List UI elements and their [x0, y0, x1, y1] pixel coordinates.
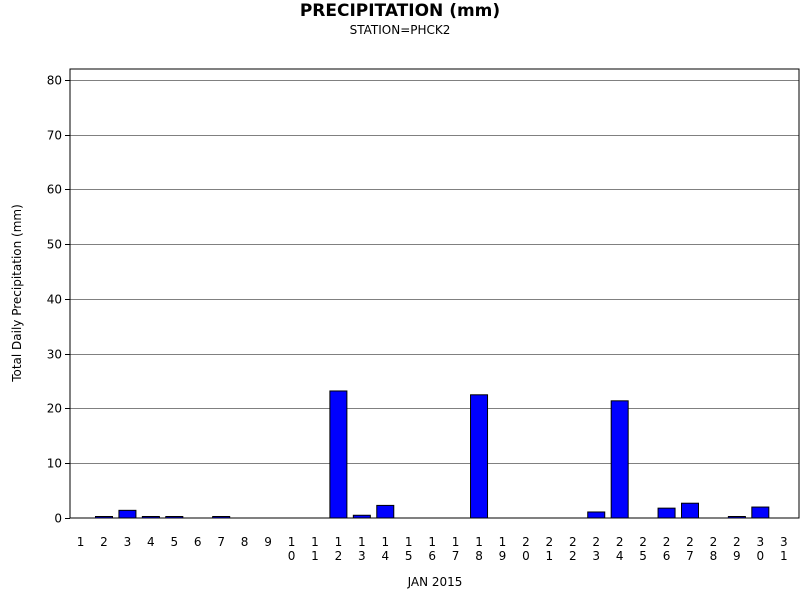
- y-tick-label: 80: [47, 74, 62, 88]
- bar-day-3: [118, 509, 137, 519]
- x-tick-label: 4: [381, 549, 389, 563]
- x-tick-label: 2: [569, 549, 577, 563]
- x-tick-label: 3: [592, 549, 600, 563]
- x-tick-label: 1: [381, 535, 389, 549]
- x-tick-label: 2: [710, 535, 718, 549]
- x-tick-label: 2: [663, 535, 671, 549]
- x-tick-label: 3: [757, 535, 765, 549]
- y-tick-label: 50: [47, 238, 62, 252]
- x-tick-label: 2: [592, 535, 600, 549]
- x-tick-label: 6: [428, 549, 436, 563]
- x-tick-label: 6: [663, 549, 671, 563]
- gridlines: [70, 80, 799, 464]
- y-tick-label: 10: [47, 457, 62, 471]
- x-tick-label: 1: [475, 535, 483, 549]
- bar-day-18: [470, 394, 489, 519]
- x-tick-label: 1: [311, 549, 319, 563]
- x-tick-label: 9: [264, 535, 272, 549]
- y-tick-label: 70: [47, 129, 62, 143]
- x-tick-label: 2: [686, 535, 694, 549]
- bar-day-14: [376, 504, 395, 519]
- x-tick-label: 2: [335, 549, 343, 563]
- plot-frame: [69, 68, 800, 519]
- x-tick-label: 9: [733, 549, 741, 563]
- x-tick-label: 7: [217, 535, 225, 549]
- x-tick-label: 6: [194, 535, 202, 549]
- bar-day-27: [681, 502, 700, 519]
- x-tick-label: 1: [311, 535, 319, 549]
- x-tick-label: 5: [170, 535, 178, 549]
- y-tick-label: 0: [54, 512, 62, 526]
- x-tick-label: 1: [405, 535, 413, 549]
- x-tick-label: 2: [100, 535, 108, 549]
- x-tick-label: 8: [241, 535, 249, 549]
- bar-day-24: [610, 400, 629, 519]
- x-tick-label: 9: [499, 549, 507, 563]
- x-tick-label: 7: [452, 549, 460, 563]
- bar-day-23: [587, 511, 606, 519]
- x-axis-label: JAN 2015: [407, 575, 463, 589]
- y-tick-label: 20: [47, 402, 62, 416]
- x-tick-label: 5: [639, 549, 647, 563]
- x-tick-label: 4: [616, 549, 624, 563]
- x-tick-label: 0: [522, 549, 530, 563]
- x-tick-label: 1: [452, 535, 460, 549]
- x-axis-ticks: 1 2 3 4 5 6 7 8 9 1011121314151617181920212223242…: [77, 535, 788, 563]
- bar-day-30: [751, 506, 770, 519]
- x-tick-label: 7: [686, 549, 694, 563]
- x-tick-label: 1: [358, 535, 366, 549]
- x-tick-label: 2: [616, 535, 624, 549]
- y-axis-ticks: 0 10 20 30 40 50 60 70 80: [47, 74, 70, 526]
- x-tick-label: 1: [499, 535, 507, 549]
- x-tick-label: 2: [522, 535, 530, 549]
- x-tick-label: 2: [733, 535, 741, 549]
- x-tick-label: 3: [780, 535, 788, 549]
- bars: [94, 390, 770, 519]
- y-tick-label: 30: [47, 348, 62, 362]
- bar-day-12: [329, 390, 348, 519]
- x-tick-label: 1: [428, 535, 436, 549]
- y-tick-label: 60: [47, 183, 62, 197]
- x-tick-label: 2: [639, 535, 647, 549]
- x-tick-label: 0: [288, 549, 296, 563]
- x-tick-label: 8: [475, 549, 483, 563]
- x-tick-label: 4: [147, 535, 155, 549]
- x-tick-label: 0: [757, 549, 765, 563]
- x-tick-label: 1: [288, 535, 296, 549]
- x-tick-label: 1: [780, 549, 788, 563]
- y-axis-label: Total Daily Precipitation (mm): [10, 204, 24, 383]
- x-tick-label: 5: [405, 549, 413, 563]
- x-tick-label: 3: [124, 535, 132, 549]
- x-tick-label: 3: [358, 549, 366, 563]
- x-tick-label: 1: [335, 535, 343, 549]
- chart-subtitle: STATION=PHCK2: [349, 23, 451, 37]
- y-tick-label: 40: [47, 293, 62, 307]
- chart-title: PRECIPITATION (mm): [299, 1, 501, 21]
- bar-day-26: [657, 507, 676, 519]
- x-tick-label: 2: [569, 535, 577, 549]
- x-tick-label: 1: [77, 535, 85, 549]
- x-tick-label: 8: [710, 549, 718, 563]
- x-tick-label: 1: [546, 549, 554, 563]
- x-tick-label: 2: [546, 535, 554, 549]
